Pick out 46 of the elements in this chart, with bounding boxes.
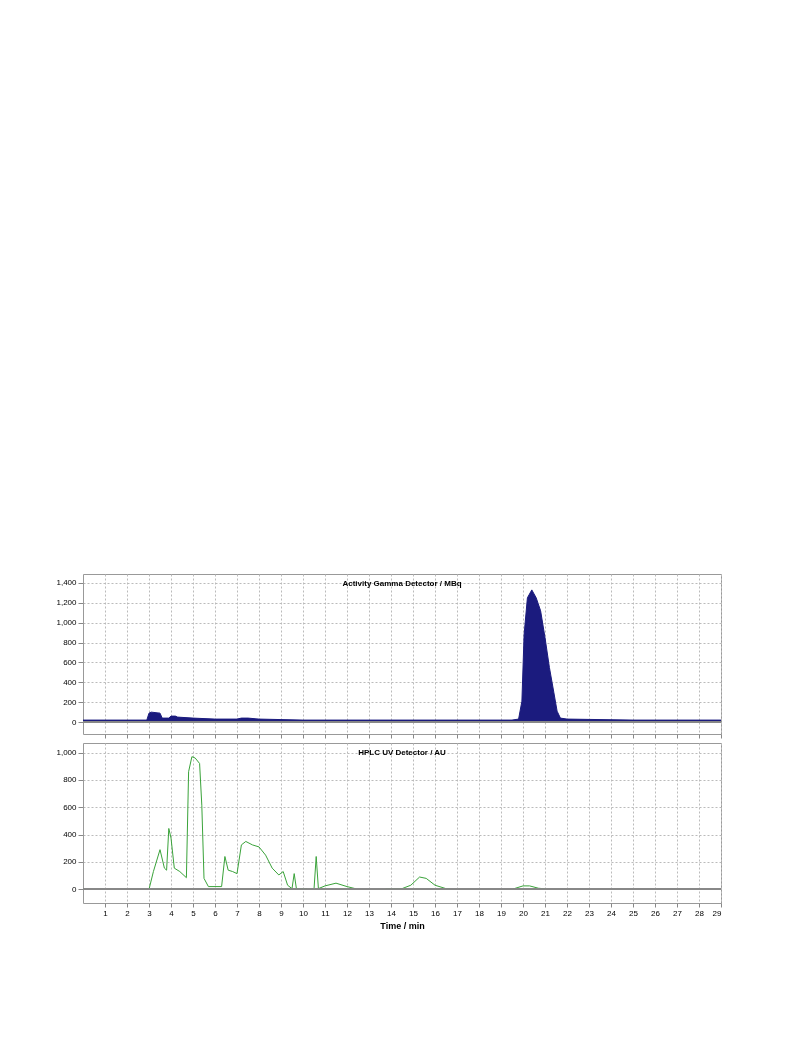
y-tick-label: 1,000 (56, 618, 78, 628)
text: Activity Gamma Detector / MBq (342, 579, 462, 588)
x-tick-label: 23 (585, 908, 595, 918)
y-tick-label: 800 (63, 775, 78, 785)
x-tick-label: 29 (712, 908, 723, 918)
x-tick-label: 19 (497, 908, 507, 918)
x-tick-label: 8 (257, 908, 263, 918)
x-tick-label: 9 (279, 908, 285, 918)
x-tick-label: 11 (321, 908, 331, 918)
x-tick-label: 3 (147, 908, 153, 918)
y-tick-label: 600 (63, 657, 78, 667)
y-tick-label: 200 (63, 697, 78, 707)
y-tick-label: 1,200 (56, 598, 78, 608)
x-tick-label: 5 (191, 908, 197, 918)
x-tick-label: 13 (365, 908, 375, 918)
y-tick-label: 600 (63, 802, 78, 812)
y-tick-label: 400 (63, 830, 78, 840)
x-tick-label: 15 (409, 908, 419, 918)
x-tick-label: 21 (541, 908, 551, 918)
y-tick-label: 200 (63, 857, 78, 867)
y-tick-label: 1,400 (56, 578, 78, 588)
y-tick-label: 400 (63, 677, 78, 687)
x-tick-label: 1 (103, 908, 109, 918)
text: HPLC UV Detector / AU (358, 748, 447, 757)
x-tick-label: 4 (169, 908, 175, 918)
x-tick-label: 27 (673, 908, 683, 918)
x-tick-label: 2 (125, 908, 131, 918)
x-tick-label: 10 (299, 908, 309, 918)
x-tick-label: 24 (607, 908, 617, 918)
x-tick-label: 14 (387, 908, 397, 918)
x-tick-label: 25 (629, 908, 639, 918)
y-tick-label: 0 (72, 884, 78, 894)
x-tick-label: 18 (475, 908, 485, 918)
x-tick-label: 26 (651, 908, 661, 918)
x-tick-label: 12 (343, 908, 353, 918)
x-tick-label: 17 (453, 908, 463, 918)
x-tick-label: 28 (695, 908, 705, 918)
x-tick-label: 20 (519, 908, 529, 918)
y-tick-label: 1,000 (56, 748, 78, 758)
y-tick-label: 0 (72, 717, 78, 727)
x-tick-label: 6 (213, 908, 219, 918)
x-axis-title: Time / min (380, 920, 425, 931)
x-tick-label: 22 (563, 908, 573, 918)
x-tick-label: 16 (431, 908, 441, 918)
x-tick-label: 7 (235, 908, 241, 918)
y-tick-label: 800 (63, 638, 78, 648)
